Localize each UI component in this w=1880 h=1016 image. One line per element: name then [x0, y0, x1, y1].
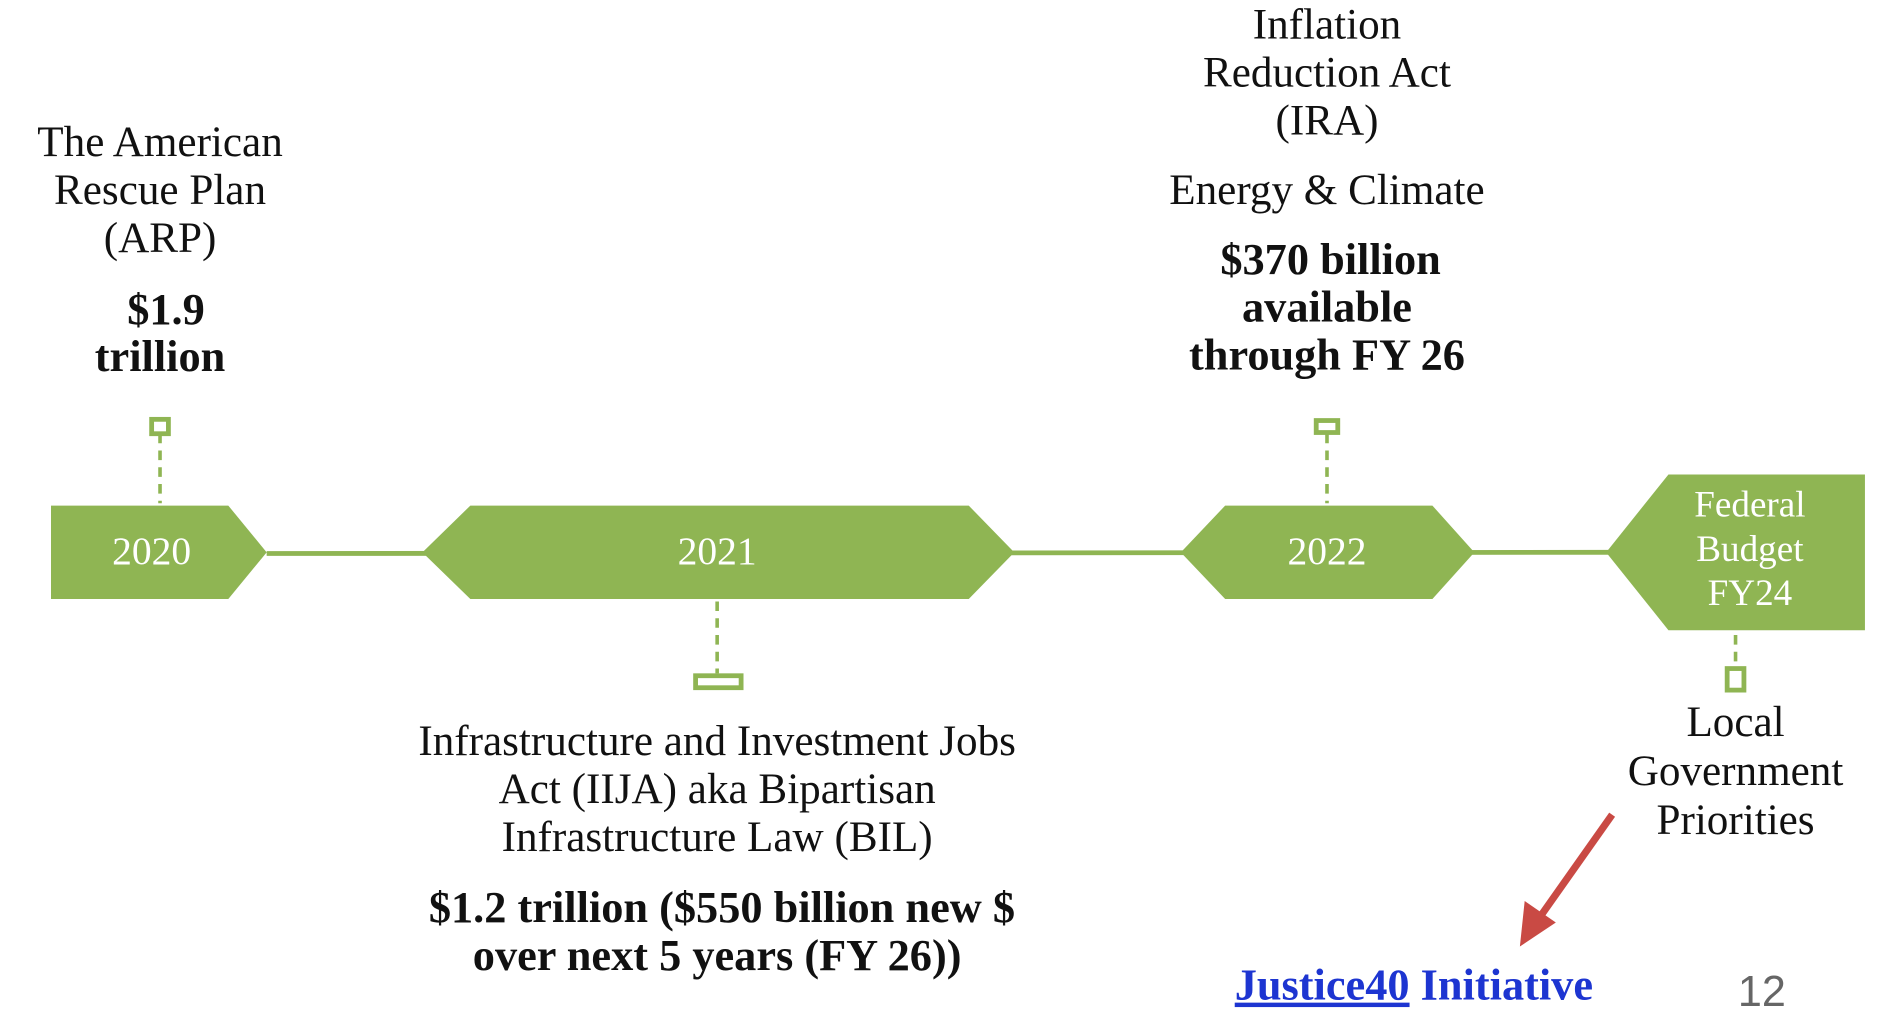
year: Federal: [1694, 485, 1805, 526]
amount: over next 5 years (FY 26)): [473, 930, 962, 980]
page-number: 12: [1738, 968, 1786, 1016]
label: Act (IIJA) aka Bipartisan: [499, 766, 936, 813]
pin: [1724, 666, 1747, 693]
label: Government: [1628, 748, 1844, 795]
pin: [693, 673, 744, 691]
label: Inflation: [1253, 2, 1401, 49]
label: Priorities: [1656, 797, 1814, 844]
year: 2021: [678, 529, 757, 573]
amount: $1.9: [127, 284, 205, 334]
year: 2020: [112, 529, 191, 573]
link[interactable]: Justice40: [1235, 960, 1410, 1010]
arrow-head: [1519, 900, 1556, 947]
subtitle: Energy & Climate: [1169, 167, 1484, 214]
year-marker: [51, 505, 267, 600]
year: Budget: [1696, 529, 1804, 570]
amount: through FY 26: [1189, 330, 1465, 380]
pin: [149, 416, 171, 437]
year-marker: [1606, 474, 1865, 631]
label: Local: [1686, 699, 1784, 746]
amount: available: [1242, 282, 1412, 332]
label: Infrastructure and Investment Jobs: [418, 718, 1016, 765]
year: FY24: [1708, 573, 1793, 614]
arrow: [1537, 812, 1616, 919]
link-suffix: Initiative: [1421, 960, 1593, 1010]
link-line: Justice40 Initiative: [1235, 960, 1593, 1010]
pin: [1313, 418, 1341, 435]
amount: $1.2 trillion ($550 billion new $: [429, 882, 1015, 932]
year: 2022: [1287, 529, 1366, 573]
year-marker: [422, 505, 1015, 600]
label: Infrastructure Law (BIL): [502, 814, 933, 861]
label: Rescue Plan: [54, 167, 266, 214]
amount: $370 billion: [1220, 234, 1440, 284]
label: The American: [37, 119, 282, 166]
amount: trillion: [95, 331, 226, 381]
year-marker: [1180, 505, 1475, 600]
label: (ARP): [104, 215, 217, 262]
label: Reduction Act: [1203, 50, 1451, 97]
label: (IRA): [1275, 97, 1378, 144]
